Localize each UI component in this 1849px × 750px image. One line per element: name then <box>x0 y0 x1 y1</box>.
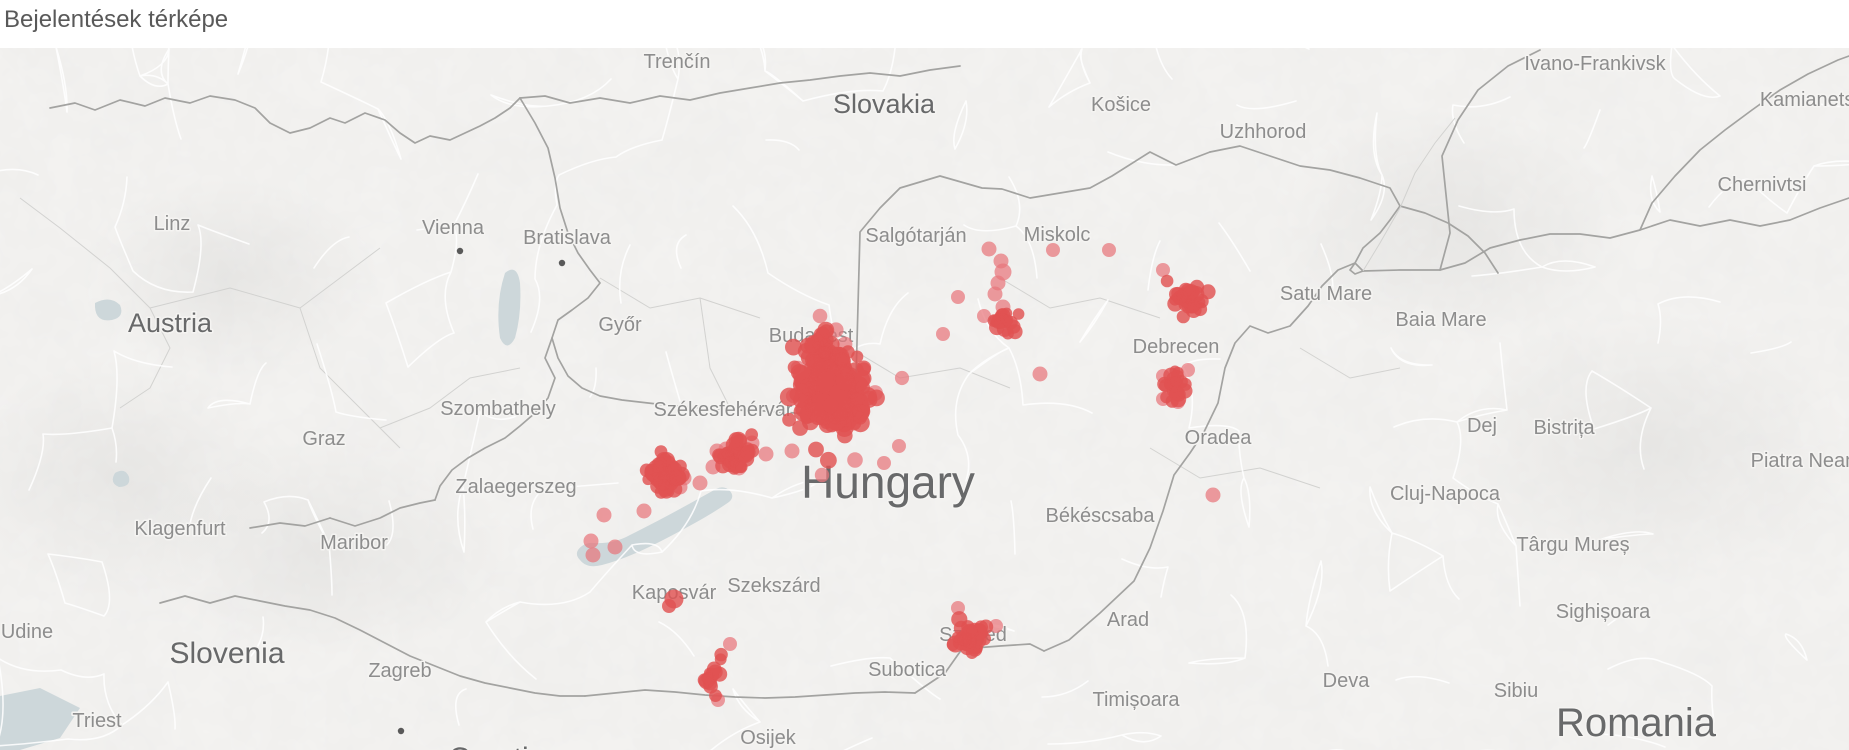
svg-text:Dej: Dej <box>1467 415 1497 437</box>
svg-text:Miskolc: Miskolc <box>1024 224 1091 246</box>
svg-text:Linz: Linz <box>154 213 191 235</box>
svg-text:Piatra Neamț: Piatra Neamț <box>1751 450 1849 472</box>
svg-text:Osijek: Osijek <box>740 727 797 749</box>
svg-text:Bistrița: Bistrița <box>1533 417 1595 439</box>
svg-text:Békéscsaba: Békéscsaba <box>1046 505 1156 527</box>
svg-text:Arad: Arad <box>1107 609 1149 631</box>
svg-text:Chernivtsi: Chernivtsi <box>1718 174 1807 196</box>
svg-text:Subotica: Subotica <box>868 659 947 681</box>
svg-text:Cluj-Napoca: Cluj-Napoca <box>1390 483 1501 505</box>
svg-text:Sibiu: Sibiu <box>1494 680 1538 702</box>
svg-text:Romania: Romania <box>1556 701 1717 745</box>
svg-text:Triest: Triest <box>72 710 122 732</box>
svg-text:Zalaegerszeg: Zalaegerszeg <box>455 476 576 498</box>
svg-text:Slovenia: Slovenia <box>169 637 284 670</box>
svg-text:Vienna: Vienna <box>422 217 485 239</box>
svg-text:Trenčín: Trenčín <box>643 51 710 73</box>
svg-text:Kamianets-Pod.: Kamianets-Pod. <box>1760 89 1849 111</box>
svg-text:Debrecen: Debrecen <box>1133 336 1220 358</box>
svg-text:Austria: Austria <box>128 308 213 338</box>
svg-text:Croatia: Croatia <box>449 742 546 750</box>
svg-text:Slovakia: Slovakia <box>833 89 936 119</box>
svg-text:Salgótarján: Salgótarján <box>865 225 966 247</box>
svg-text:Ivano-Frankivsk: Ivano-Frankivsk <box>1524 53 1666 75</box>
svg-text:Timișoara: Timișoara <box>1092 689 1180 711</box>
svg-text:Klagenfurt: Klagenfurt <box>134 518 226 540</box>
svg-text:Szekszárd: Szekszárd <box>727 575 820 597</box>
svg-text:Zagreb: Zagreb <box>368 660 431 682</box>
svg-text:Oradea: Oradea <box>1185 427 1253 449</box>
svg-text:Szombathely: Szombathely <box>440 398 556 420</box>
svg-text:Deva: Deva <box>1323 670 1371 692</box>
svg-text:Satu Mare: Satu Mare <box>1280 283 1372 305</box>
svg-text:Székesfehérvár: Székesfehérvár <box>654 399 793 421</box>
svg-text:Bratislava: Bratislava <box>523 227 612 249</box>
svg-text:Sighișoara: Sighișoara <box>1556 601 1651 623</box>
svg-text:Győr: Győr <box>598 314 642 336</box>
svg-text:Baia Mare: Baia Mare <box>1395 309 1486 331</box>
svg-text:Uzhhorod: Uzhhorod <box>1220 121 1307 143</box>
svg-text:Târgu Mureș: Târgu Mureș <box>1516 534 1629 556</box>
svg-text:Košice: Košice <box>1091 94 1151 116</box>
svg-text:Maribor: Maribor <box>320 532 388 554</box>
svg-text:Udine: Udine <box>1 621 53 643</box>
svg-text:Graz: Graz <box>302 428 345 450</box>
